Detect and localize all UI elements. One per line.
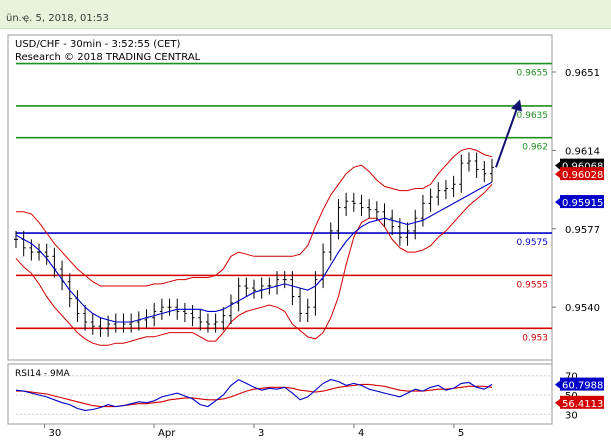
time-axis-label-0: 30 [49, 428, 62, 439]
time-axis-label-1: Apr [158, 428, 176, 439]
rsi-tag-pointer-1 [555, 398, 560, 407]
time-axis-label-3: 4 [358, 428, 364, 439]
price-tag-pointer-1 [555, 170, 560, 179]
projection-arrow-line [495, 105, 519, 168]
time-axis: 30 Apr 3 4 5 [44, 424, 464, 439]
projection-arrow-head [511, 99, 522, 112]
time-axis-label-4: 5 [458, 428, 464, 439]
price-tag-box-1 [560, 167, 604, 181]
rsi-tag-box-1 [560, 395, 604, 409]
moving-average-line [15, 181, 493, 323]
rsi-tag-box-0 [560, 377, 604, 391]
rsi-panel-frame [7, 363, 553, 425]
time-axis-label-2: 3 [258, 428, 264, 439]
price-bars [14, 152, 494, 337]
chart-credit: Research © 2018 TRADING CENTRAL [15, 52, 201, 63]
rsi-title: RSI14 - 9MA [15, 369, 71, 379]
projection-arrow [495, 99, 522, 168]
upper-band-line [16, 147, 493, 287]
timestamp: ün.ҿ. 5, 2018, 01:53 [6, 13, 109, 24]
rsi-tag-label-0: 60.7988 [562, 381, 603, 392]
level-label-4: 0.9555 [517, 280, 549, 290]
price-tag-label-2: 0.95915 [562, 198, 603, 209]
price-tag-label-1: 0.96028 [562, 170, 603, 181]
title-bar: ün.ҿ. 5, 2018, 01:53 [0, 0, 611, 29]
lower-band-line [15, 183, 493, 346]
support-resistance-levels: 0.9655 0.9635 0.962 0.9575 0.9555 0.953 [16, 62, 552, 343]
price-axis-label-2: 0.9577 [565, 225, 600, 236]
price-tag-pointer-0 [555, 161, 560, 170]
price-axis-label-1: 0.9614 [565, 146, 600, 157]
price-axis-label-0: 0.9651 [565, 68, 600, 79]
rsi-axis-label-0: 70 [565, 372, 578, 383]
level-label-5: 0.953 [522, 333, 548, 343]
price-panel-frame [7, 34, 553, 361]
level-label-3: 0.9575 [517, 238, 549, 248]
price-axis-label-3: 0.9540 [565, 303, 600, 314]
moving-average [15, 181, 493, 323]
price-tag-box-2 [560, 195, 604, 209]
rsi-tag-label-1: 56.4113 [562, 399, 603, 410]
level-label-0: 0.9655 [517, 69, 549, 79]
rsi-axis-label-2: 30 [565, 410, 578, 421]
price-axis: 0.9651 0.9614 0.9577 0.9540 [552, 68, 600, 314]
price-tag-pointer-2 [555, 198, 560, 207]
chart-title: USD/CHF - 30min - 3:52:55 (CET) [15, 39, 181, 50]
level-label-1: 0.9635 [517, 111, 549, 121]
rsi-line [15, 378, 493, 411]
level-label-2: 0.962 [522, 143, 548, 153]
rsi-tag-pointer-0 [555, 380, 560, 389]
bollinger-bands [15, 147, 493, 346]
